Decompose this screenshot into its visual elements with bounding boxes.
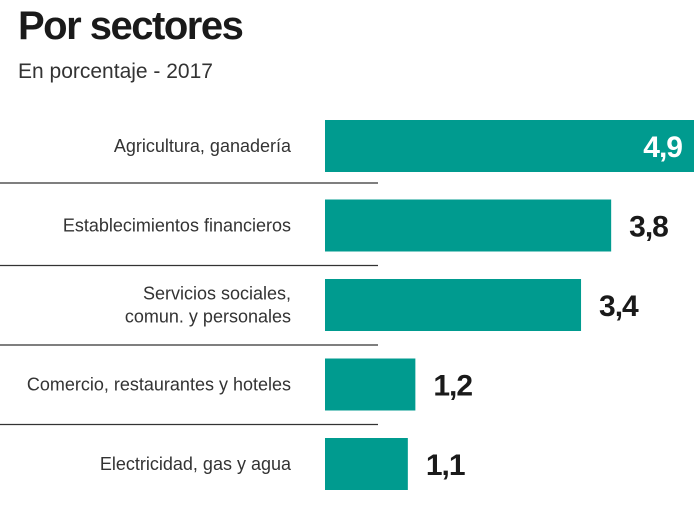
- category-label: comun. y personales: [125, 307, 291, 327]
- value-label: 1,2: [433, 370, 472, 403]
- bar: [325, 199, 612, 252]
- category-label: Electricidad, gas y agua: [100, 454, 292, 474]
- category-label: Comercio, restaurantes y hoteles: [27, 375, 291, 395]
- value-label: 3,8: [629, 211, 668, 244]
- bar: [325, 279, 582, 331]
- chart-title: Por sectores: [18, 4, 244, 48]
- bar: [325, 120, 694, 172]
- chart-subtitle: En porcentaje - 2017: [18, 60, 213, 83]
- category-label: Servicios sociales,: [143, 284, 291, 304]
- category-label: Agricultura, ganadería: [114, 136, 292, 156]
- value-label: 1,1: [426, 449, 465, 482]
- bar: [325, 358, 416, 411]
- value-label: 4,9: [643, 131, 682, 164]
- bar: [325, 438, 408, 490]
- value-label: 3,4: [599, 290, 639, 323]
- category-label: Establecimientos financieros: [63, 216, 291, 236]
